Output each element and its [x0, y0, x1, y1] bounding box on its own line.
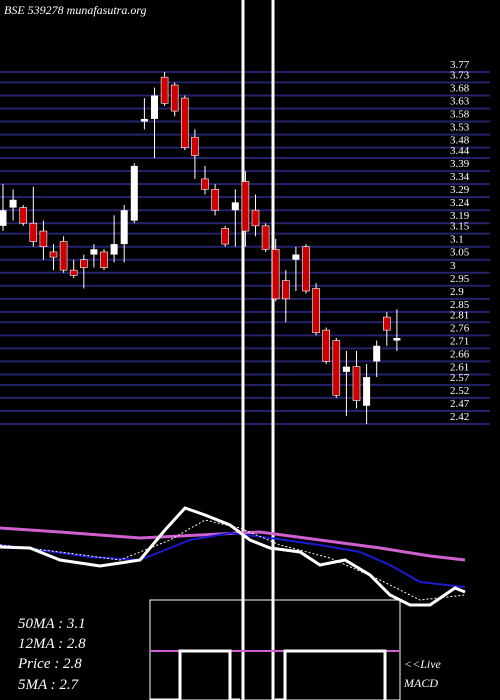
y-tick-label: 2.66	[450, 348, 470, 360]
candle-body	[241, 181, 250, 232]
y-tick-label: 3.77	[450, 59, 470, 71]
candle-body	[281, 280, 290, 300]
y-tick-label: 3.29	[450, 184, 470, 196]
candle-body	[0, 210, 7, 226]
y-tick-label: 3.19	[450, 210, 470, 222]
candle-body	[29, 222, 38, 242]
candle-body	[140, 118, 148, 122]
candle-body	[211, 189, 219, 211]
candle-body	[170, 84, 179, 112]
candle-body	[251, 209, 260, 227]
candle-body	[49, 251, 58, 258]
candle-body	[59, 241, 68, 271]
candle-body	[120, 210, 128, 245]
y-tick-label: 2.42	[450, 411, 469, 423]
ma50-label: 50MA : 3.1	[18, 616, 86, 632]
y-tick-label: 3.39	[450, 158, 470, 170]
candle-body	[181, 97, 189, 148]
candle-body	[292, 254, 300, 260]
y-tick-label: 3	[450, 260, 456, 272]
y-tick-label: 3.48	[450, 135, 470, 147]
y-tick-label: 2.47	[450, 398, 470, 410]
y-tick-label: 2.76	[450, 322, 470, 334]
candle-body	[271, 249, 280, 300]
candle-body	[302, 246, 310, 292]
candle-body	[90, 249, 98, 255]
candle-body	[69, 269, 78, 276]
y-tick-label: 3.24	[450, 197, 470, 209]
candle-body	[312, 288, 320, 334]
candle-body	[332, 340, 341, 396]
candle-body	[100, 251, 108, 268]
separators	[241, 0, 275, 700]
y-tick-label: 3.58	[450, 109, 470, 121]
candle-body	[9, 199, 17, 208]
y-tick-label: 2.85	[450, 299, 470, 311]
macd-panel	[149, 599, 401, 700]
candle-body	[231, 202, 239, 211]
candle-body	[201, 178, 209, 190]
y-tick-label: 3.63	[450, 96, 470, 108]
y-tick-label: 2.61	[450, 361, 469, 373]
candle-body	[342, 366, 350, 372]
y-tick-label: 2.9	[450, 286, 464, 298]
y-tick-label: 3.73	[450, 69, 470, 81]
y-tick-label: 2.81	[450, 309, 469, 321]
candle-body	[151, 95, 158, 119]
ma12-label: 12MA : 2.8	[18, 636, 86, 652]
candle-body	[261, 225, 270, 250]
candle-body	[19, 207, 28, 224]
candle-body	[110, 244, 118, 255]
y-tick-label: 2.52	[450, 385, 469, 397]
candle-body	[191, 136, 199, 156]
y-tick-label: 3.34	[450, 171, 470, 183]
y-tick-label: 3.44	[450, 145, 470, 157]
y-tick-label: 3.1	[450, 234, 464, 246]
candle-body	[363, 377, 371, 406]
candle-body	[221, 228, 229, 245]
y-tick-label: 3.05	[450, 247, 470, 259]
ma5-label: 5MA : 2.7	[18, 677, 80, 693]
y-tick-label: 3.53	[450, 122, 470, 134]
candle-body	[160, 76, 169, 104]
candles	[0, 72, 401, 424]
candle-body	[393, 337, 401, 341]
y-tick-label: 3.68	[450, 82, 470, 94]
y-tick-label: 2.71	[450, 335, 469, 347]
moving-averages	[0, 506, 466, 607]
live-label: <<Live	[404, 657, 442, 671]
candle-body	[322, 329, 331, 362]
macd-label: MACD	[403, 676, 438, 690]
chart-title: BSE 539278 munafasutra.org	[4, 3, 147, 17]
candle-body	[373, 345, 381, 362]
candle-body	[382, 316, 391, 331]
candle-body	[39, 230, 48, 247]
y-tick-label: 2.57	[450, 372, 470, 384]
candle-body	[130, 165, 138, 221]
y-tick-label: 2.95	[450, 273, 470, 285]
candle-body	[352, 366, 361, 401]
price-label: Price : 2.8	[17, 656, 82, 672]
candle-body	[80, 259, 88, 268]
y-tick-label: 3.15	[450, 221, 470, 233]
